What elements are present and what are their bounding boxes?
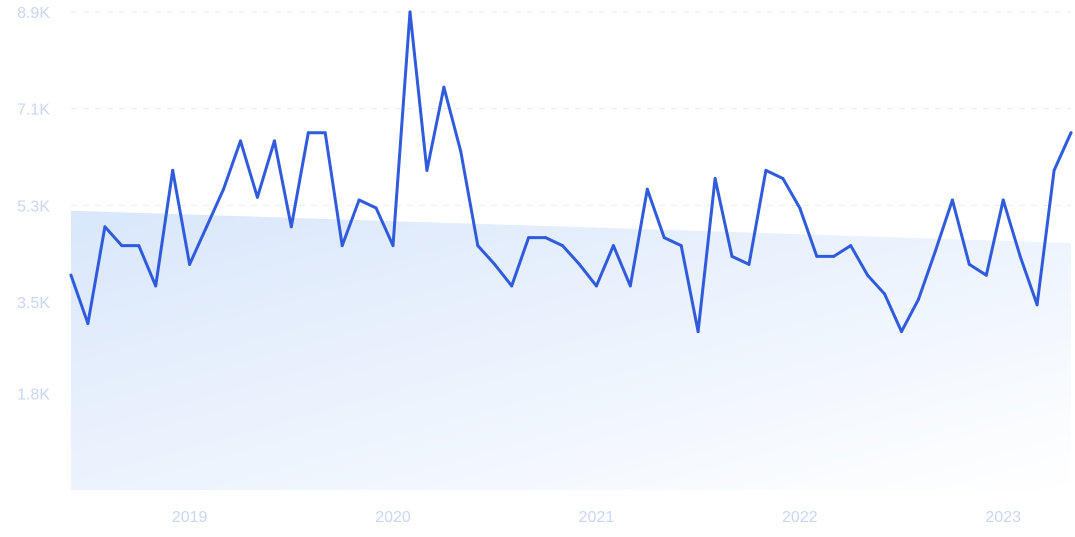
data-point — [815, 254, 819, 258]
y-tick-label: 3.5K — [17, 295, 50, 312]
data-point — [154, 284, 158, 288]
data-point — [679, 244, 683, 248]
data-point — [171, 168, 175, 172]
data-point — [933, 249, 937, 253]
data-point — [527, 236, 531, 240]
data-point — [645, 187, 649, 191]
data-point — [120, 244, 124, 248]
data-point — [442, 85, 446, 89]
data-point — [272, 139, 276, 143]
data-point — [900, 330, 903, 334]
data-point — [917, 297, 920, 301]
data-point — [849, 244, 853, 248]
data-point — [1001, 198, 1005, 202]
data-point — [188, 262, 192, 266]
data-point — [611, 244, 615, 248]
data-point — [289, 225, 293, 229]
data-point — [730, 254, 734, 258]
data-point — [493, 262, 497, 266]
series-line — [69, 10, 1073, 334]
y-tick-label: 8.9K — [17, 5, 50, 22]
data-point — [239, 139, 242, 143]
x-tick-label: 2019 — [172, 509, 208, 526]
data-point — [950, 198, 954, 202]
data-point — [1052, 168, 1056, 172]
data-point — [747, 262, 751, 266]
data-point — [137, 244, 141, 248]
data-point — [306, 131, 310, 135]
x-tick-label: 2023 — [985, 509, 1021, 526]
data-point — [696, 330, 700, 334]
data-point — [425, 168, 429, 172]
data-point — [594, 284, 598, 288]
data-point — [662, 236, 666, 240]
data-point — [510, 284, 514, 288]
y-tick-label: 7.1K — [17, 102, 50, 119]
data-point — [103, 225, 107, 229]
data-point — [1069, 131, 1073, 135]
data-point — [578, 262, 581, 266]
data-point — [883, 292, 887, 296]
data-point — [967, 262, 971, 266]
x-tick-label: 2020 — [375, 509, 411, 526]
data-point — [866, 273, 870, 277]
y-tick-label: 1.8K — [17, 386, 50, 403]
data-point — [713, 177, 717, 180]
data-point — [340, 244, 344, 248]
data-point — [1035, 303, 1039, 307]
data-point — [984, 273, 988, 277]
trend-area-fill — [71, 210, 1071, 490]
x-axis-ticks: 2019 2020 2021 2022 2023 — [172, 509, 1021, 526]
data-point — [205, 225, 209, 229]
data-point — [222, 187, 225, 191]
x-tick-label: 2022 — [782, 509, 818, 526]
data-point — [459, 150, 463, 154]
data-point — [628, 284, 632, 288]
data-point — [764, 168, 768, 172]
y-tick-label: 5.3K — [17, 198, 50, 215]
data-point — [798, 206, 802, 210]
data-point — [544, 236, 548, 240]
data-point — [255, 195, 259, 199]
data-point — [357, 198, 361, 202]
data-point — [408, 10, 412, 14]
series-line-layer — [69, 10, 1073, 334]
data-point — [1018, 254, 1022, 258]
y-axis-ticks: 1.8K 3.5K 5.3K 7.1K 8.9K — [17, 5, 50, 403]
data-point — [391, 244, 395, 248]
data-point — [832, 254, 836, 258]
data-point — [323, 131, 327, 135]
trend-area — [71, 210, 1071, 490]
data-point — [69, 273, 73, 277]
data-point — [561, 244, 564, 248]
data-point — [476, 244, 480, 248]
data-point — [374, 206, 378, 210]
x-tick-label: 2021 — [579, 509, 615, 526]
data-point — [781, 177, 785, 180]
data-point — [86, 322, 90, 325]
